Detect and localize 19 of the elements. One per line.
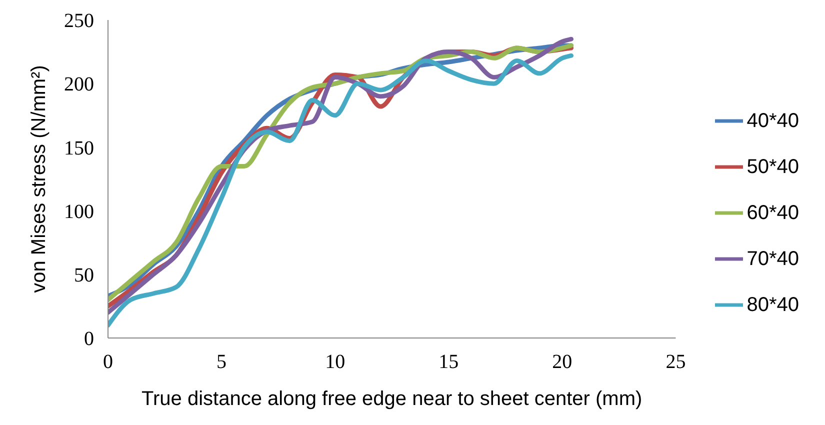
legend-label: 40*40 xyxy=(746,110,799,132)
y-tick-label: 50 xyxy=(74,264,94,286)
y-tick-label: 200 xyxy=(64,74,94,96)
x-tick-label: 10 xyxy=(325,351,346,374)
x-tick-label: 20 xyxy=(552,351,572,374)
x-tick-label: 5 xyxy=(216,351,227,374)
y-tick-label: 0 xyxy=(84,328,94,350)
y-tick-label: 150 xyxy=(64,137,94,160)
y-tick-label: 250 xyxy=(64,10,94,32)
y-tick-label: 100 xyxy=(64,200,94,223)
x-tick-label: 0 xyxy=(103,351,113,374)
y-axis-title: von Mises stress (N/mm²) xyxy=(28,65,50,293)
x-tick-label: 15 xyxy=(438,351,459,374)
legend-label: 60*40 xyxy=(746,202,799,224)
legend-label: 50*40 xyxy=(746,156,799,178)
legend-label: 80*40 xyxy=(746,294,799,316)
legend-label: 70*40 xyxy=(746,248,799,270)
x-tick-label: 25 xyxy=(666,351,686,374)
x-axis-title: True distance along free edge near to sheet center (mm) xyxy=(142,388,642,410)
